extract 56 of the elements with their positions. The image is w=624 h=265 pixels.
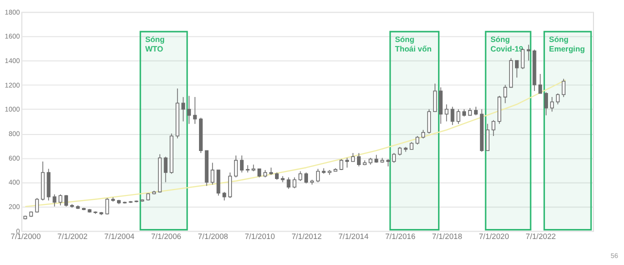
candlestick (234, 155, 238, 178)
candlestick (392, 152, 396, 164)
candlestick (216, 170, 220, 196)
candlestick (515, 60, 519, 78)
candlestick (210, 162, 214, 186)
candlestick (433, 83, 437, 112)
candlestick (252, 164, 256, 172)
candlestick (444, 104, 448, 122)
candlestick (357, 152, 361, 167)
candlestick (228, 172, 232, 198)
x-tick-label: 7/1/2022 (526, 232, 556, 242)
x-tick-label: 7/1/2008 (198, 232, 228, 242)
candlestick (450, 106, 454, 126)
x-tick-label: 7/1/2006 (151, 232, 182, 242)
candlestick (181, 96, 186, 122)
candlestick (52, 194, 56, 207)
candlestick (269, 167, 273, 176)
x-tick-label: 7/1/2018 (432, 232, 462, 242)
band-label: Sóng Thoái vốn (394, 34, 432, 54)
x-tick-label: 7/1/2012 (292, 232, 322, 242)
candlestick (538, 74, 542, 94)
candlestick (562, 78, 566, 98)
candlestick (304, 172, 308, 184)
candlestick (316, 168, 320, 183)
candlestick (438, 86, 443, 124)
candlestick (286, 176, 290, 190)
x-tick-label: 7/1/2014 (338, 232, 370, 242)
candlestick (550, 96, 554, 112)
band-label: Sóng Emerging (549, 34, 586, 54)
candlestick (556, 93, 560, 105)
candlestick (187, 95, 191, 124)
x-tick-label: 7/1/2004 (104, 232, 136, 242)
x-tick-label: 7/1/2002 (57, 232, 88, 242)
candlestick (292, 176, 296, 189)
band-label: Sóng WTO (145, 34, 165, 54)
x-tick-label: 7/1/2000 (10, 232, 41, 242)
candlestick (58, 194, 62, 206)
candlestick (298, 170, 302, 182)
candlestick (492, 120, 496, 136)
candlestick (526, 44, 530, 61)
candlestick (503, 84, 508, 104)
candlestick (35, 198, 39, 214)
candlestick (486, 123, 490, 151)
candlestick (544, 92, 548, 116)
candlestick (427, 108, 431, 134)
candlestick (240, 155, 244, 173)
candlestick (164, 156, 168, 183)
x-tick-label: 7/1/2016 (385, 232, 416, 242)
band-label: Sóng Covid-19 (490, 34, 524, 54)
x-tick-label: 7/1/2010 (244, 232, 275, 242)
x-tick-label: 7/1/2020 (478, 232, 510, 242)
line-series (24, 79, 566, 208)
candlestick (105, 198, 110, 215)
candlestick (345, 157, 349, 168)
candlestick (456, 108, 460, 124)
candlestick (193, 96, 197, 124)
